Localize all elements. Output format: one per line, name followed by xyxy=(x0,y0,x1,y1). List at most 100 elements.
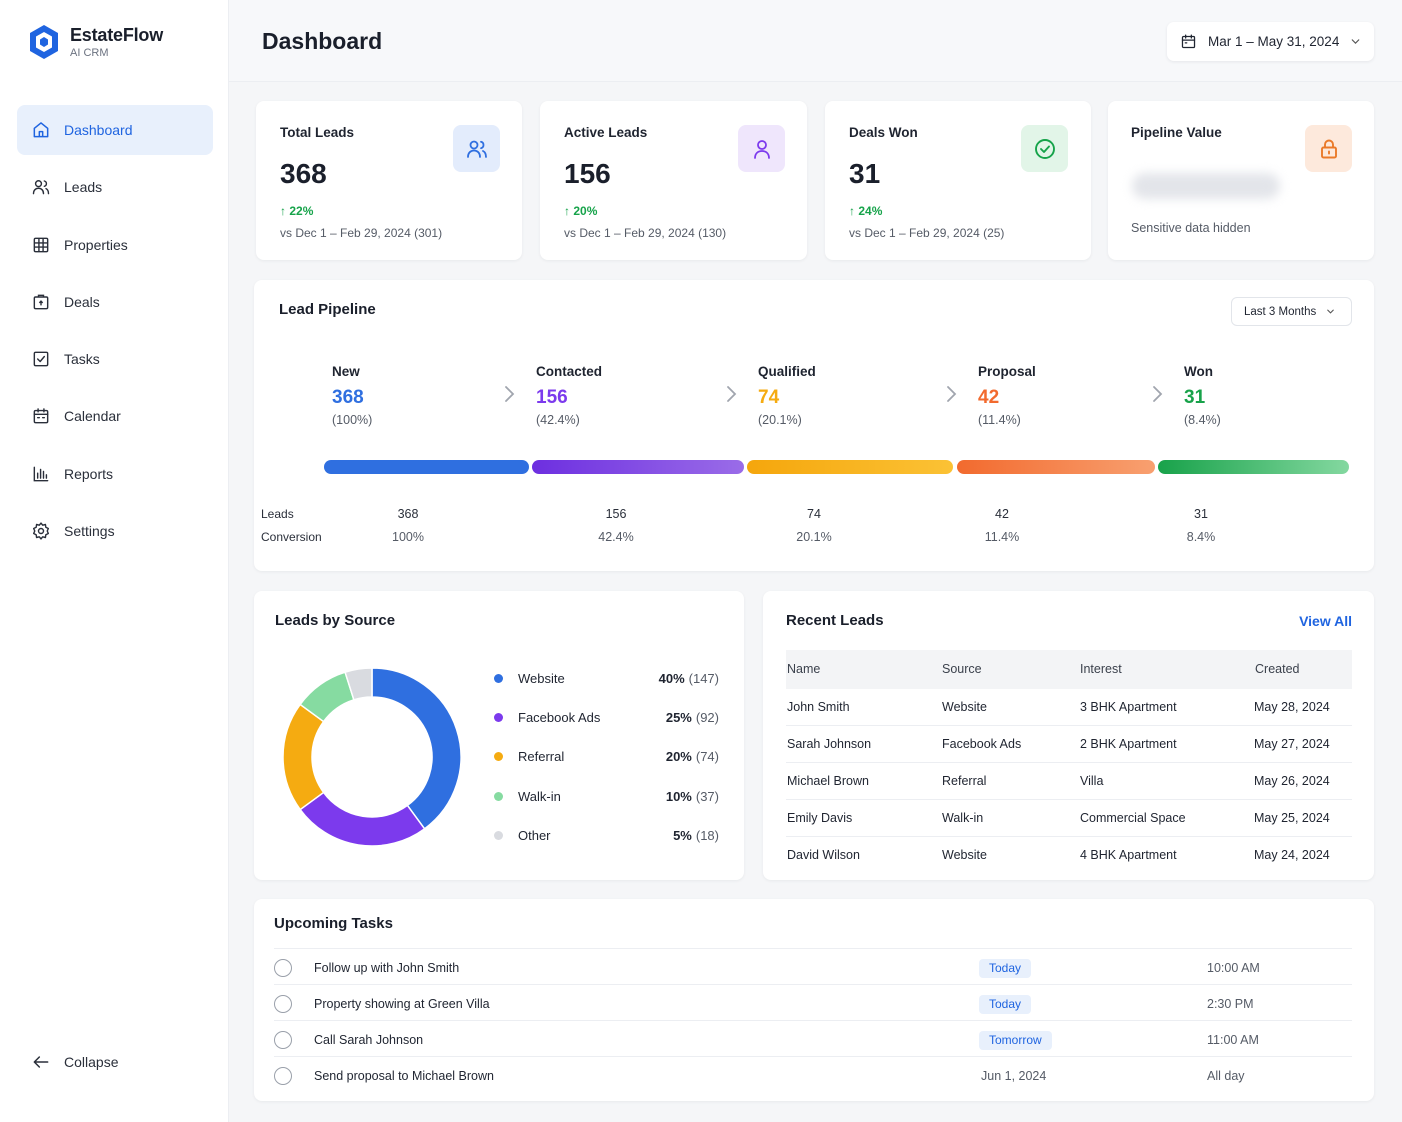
task-item[interactable]: Call Sarah Johnson Tomorrow 11:00 AM xyxy=(274,1020,1352,1056)
table-row[interactable]: John Smith Website 3 BHK Apartment May 2… xyxy=(786,689,1352,726)
stage-name: Contacted xyxy=(536,364,603,379)
brand[interactable]: EstateFlow AI CRM xyxy=(28,24,163,60)
table-row[interactable]: Michael Brown Referral Villa May 26, 202… xyxy=(786,763,1352,800)
leads-value: 368 xyxy=(397,507,419,521)
hexagon-logo-icon xyxy=(30,25,58,59)
sidebar-item-leads[interactable]: Leads xyxy=(17,162,213,212)
sidebar-item-label: Leads xyxy=(64,179,103,196)
sidebar-item-deals[interactable]: Deals xyxy=(17,277,213,327)
cell-created: May 26, 2024 xyxy=(1254,774,1330,788)
legend-label: Referral xyxy=(518,748,565,764)
leads-value: 156 xyxy=(605,507,627,521)
donut-slice-website[interactable] xyxy=(371,667,462,830)
date-range-label: Mar 1 – May 31, 2024 xyxy=(1208,34,1340,49)
sidebar-item-label: Calendar xyxy=(64,408,121,425)
period-dropdown[interactable]: Last 3 Months xyxy=(1231,297,1352,326)
legend-label: Walk-in xyxy=(518,788,561,804)
brand-subtitle: AI CRM xyxy=(70,47,109,59)
sidebar-item-calendar[interactable]: Calendar xyxy=(17,391,213,441)
table-row[interactable]: Sarah Johnson Facebook Ads 2 BHK Apartme… xyxy=(786,726,1352,763)
stage-qualified[interactable]: Qualified 74 (20.1%) xyxy=(758,364,816,427)
legend-item[interactable]: Referral 20% (74) xyxy=(494,746,719,766)
pipeline-bar-won xyxy=(1158,460,1349,474)
section-title: Recent Leads xyxy=(786,612,884,629)
column-header-name[interactable]: Name xyxy=(787,662,821,676)
view-all-link[interactable]: View All xyxy=(1299,613,1352,629)
donut-slice-referral[interactable] xyxy=(282,703,325,811)
task-checkbox[interactable] xyxy=(274,995,292,1013)
stat-card-active-leads[interactable]: Active Leads 156 ↑ 20% vs Dec 1 – Feb 29… xyxy=(540,101,807,260)
stage-proposal[interactable]: Proposal 42 (11.4%) xyxy=(978,364,1036,427)
cell-source: Website xyxy=(942,700,987,714)
cell-created: May 24, 2024 xyxy=(1254,848,1330,862)
calendar-icon xyxy=(33,408,49,424)
pipeline-bar-proposal xyxy=(957,460,1155,474)
task-checkbox[interactable] xyxy=(274,959,292,977)
column-header-source[interactable]: Source xyxy=(942,662,982,676)
legend-label: Other xyxy=(518,827,551,843)
stat-title: Deals Won xyxy=(849,125,918,140)
cell-interest: Commercial Space xyxy=(1080,811,1186,825)
stage-count: 156 xyxy=(536,387,568,408)
cell-name: John Smith xyxy=(787,700,850,714)
table-row[interactable]: David Wilson Website 4 BHK Apartment May… xyxy=(786,837,1352,874)
stage-percent: (11.4%) xyxy=(978,413,1021,427)
task-text: Property showing at Green Villa xyxy=(314,997,490,1011)
users-icon xyxy=(453,125,500,172)
legend-dot xyxy=(494,712,503,722)
stat-card-deals-won[interactable]: Deals Won 31 ↑ 24% vs Dec 1 – Feb 29, 20… xyxy=(825,101,1091,260)
stat-title: Pipeline Value xyxy=(1131,125,1222,140)
cell-source: Facebook Ads xyxy=(942,737,1022,751)
stage-name: Proposal xyxy=(978,364,1036,379)
cell-created: May 27, 2024 xyxy=(1254,737,1330,751)
cell-name: David Wilson xyxy=(787,848,860,862)
sidebar-item-label: Dashboard xyxy=(64,122,133,138)
stage-name: New xyxy=(332,364,360,379)
stage-percent: (100%) xyxy=(332,413,373,427)
legend-dot xyxy=(494,751,503,761)
column-header-created[interactable]: Created xyxy=(1255,662,1300,676)
stat-change-value: 22% xyxy=(289,204,314,218)
upcoming-tasks-card: Upcoming Tasks Follow up with John Smith… xyxy=(254,899,1374,1101)
donut-slice-other[interactable] xyxy=(344,667,373,701)
legend-item[interactable]: Other 5% (18) xyxy=(494,825,719,845)
task-checkbox[interactable] xyxy=(274,1067,292,1085)
task-checkbox[interactable] xyxy=(274,1031,292,1049)
task-time: 10:00 AM xyxy=(1207,961,1260,975)
stage-contacted[interactable]: Contacted 156 (42.4%) xyxy=(536,364,602,427)
section-title: Upcoming Tasks xyxy=(274,915,393,932)
table-row[interactable]: Emily Davis Walk-in Commercial Space May… xyxy=(786,800,1352,837)
sidebar-item-label: Reports xyxy=(64,465,114,482)
stage-new[interactable]: New 368 (100%) xyxy=(332,364,372,427)
stat-card-pipeline-value[interactable]: Pipeline Value Sensitive data hidden xyxy=(1108,101,1374,260)
stat-change: ↑ 22% xyxy=(280,204,314,218)
stat-change: ↑ 20% xyxy=(564,204,598,218)
legend-count: (92) xyxy=(695,709,719,725)
column-header-interest[interactable]: Interest xyxy=(1080,662,1122,676)
legend-count: (37) xyxy=(695,788,719,804)
leads-value: 31 xyxy=(1194,507,1208,521)
sidebar-item-properties[interactable]: Properties xyxy=(17,220,213,270)
task-item[interactable]: Send proposal to Michael Brown Jun 1, 20… xyxy=(274,1056,1352,1092)
donut-slice-facebook-ads[interactable] xyxy=(299,791,426,847)
date-range-picker[interactable]: Mar 1 – May 31, 2024 xyxy=(1167,22,1374,61)
stat-card-total-leads[interactable]: Total Leads 368 ↑ 22% vs Dec 1 – Feb 29,… xyxy=(256,101,522,260)
legend-item[interactable]: Facebook Ads 25% (92) xyxy=(494,707,719,727)
stage-count: 368 xyxy=(332,387,364,408)
conversion-row-label: Conversion xyxy=(261,530,322,544)
legend-item[interactable]: Walk-in 10% (37) xyxy=(494,786,719,806)
building-grid-icon xyxy=(33,237,49,252)
sidebar-item-settings[interactable]: Settings xyxy=(17,506,213,556)
collapse-button[interactable]: Collapse xyxy=(31,1052,118,1072)
pipeline-bar-qualified xyxy=(747,460,953,474)
collapse-label: Collapse xyxy=(64,1054,119,1070)
sidebar-item-reports[interactable]: Reports xyxy=(17,449,213,499)
stage-won[interactable]: Won 31 (8.4%) xyxy=(1184,364,1221,427)
legend-item[interactable]: Website 40% (147) xyxy=(494,668,719,688)
task-item[interactable]: Follow up with John Smith Today 10:00 AM xyxy=(274,948,1352,984)
sidebar-item-label: Tasks xyxy=(64,351,100,368)
legend-dot xyxy=(494,791,503,801)
task-item[interactable]: Property showing at Green Villa Today 2:… xyxy=(274,984,1352,1020)
sidebar-item-dashboard[interactable]: Dashboard xyxy=(17,105,213,155)
sidebar-item-tasks[interactable]: Tasks xyxy=(17,334,213,384)
